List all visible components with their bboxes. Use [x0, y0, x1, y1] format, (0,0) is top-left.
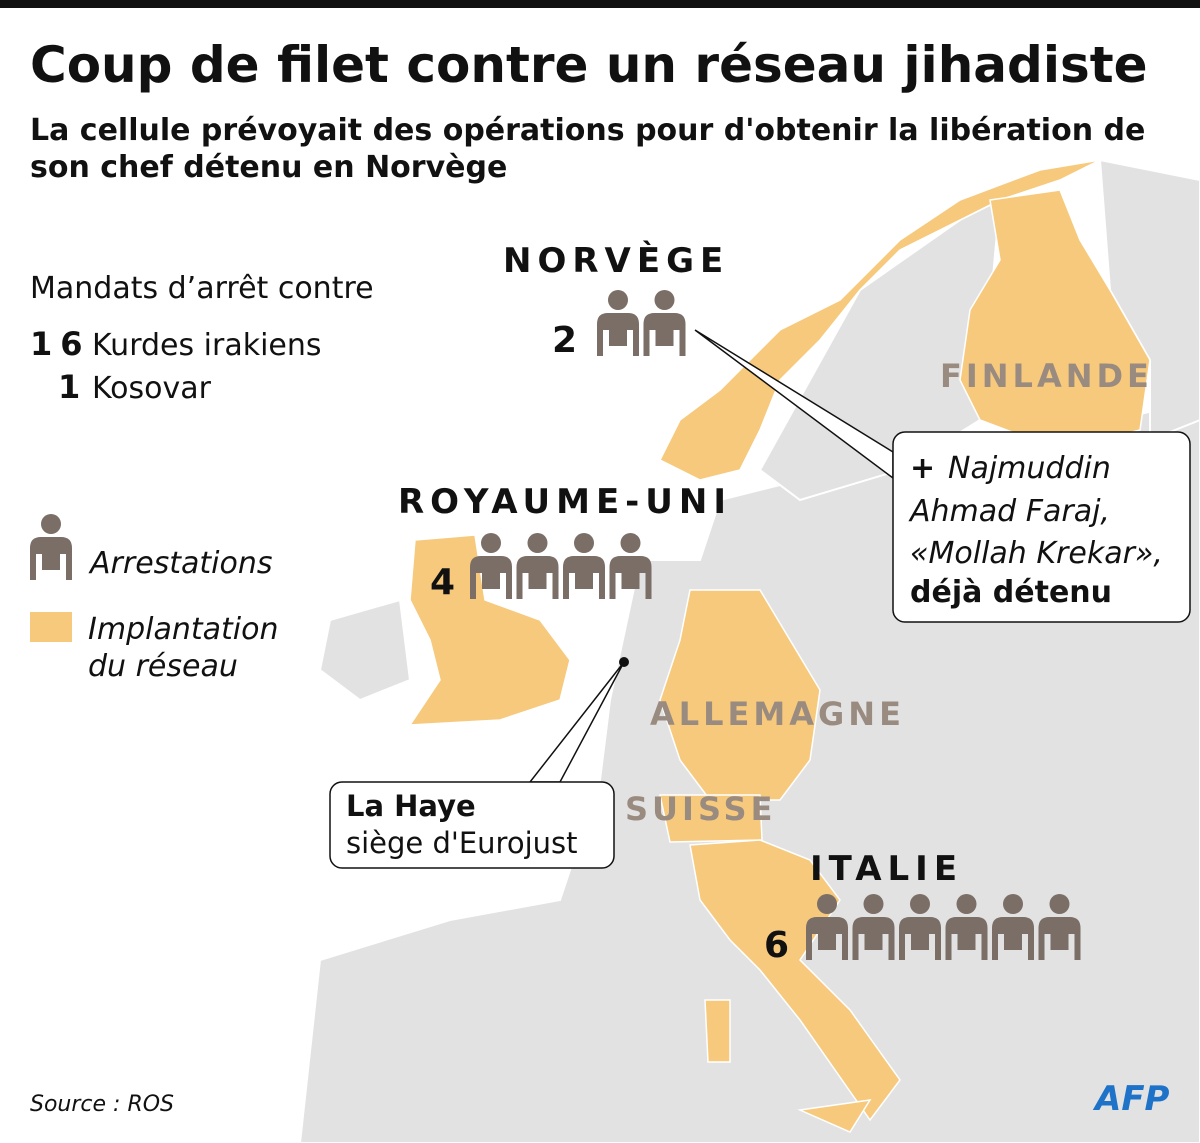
icon-head	[1049, 894, 1070, 914]
arrest-count: 6	[764, 925, 789, 966]
arrest-icon	[643, 290, 686, 356]
warrant-label: Kosovar	[92, 371, 212, 406]
callout-box	[892, 431, 1191, 623]
icon-head	[956, 894, 977, 914]
arrest-icon	[899, 894, 941, 960]
warrant-count: 16	[30, 325, 91, 363]
source: Source : ROS	[30, 1092, 174, 1117]
arrest-icon	[806, 894, 848, 960]
arrest-icon	[992, 894, 1034, 960]
callout-prefix: +	[910, 451, 935, 486]
icon-head	[863, 894, 884, 914]
icon-body	[1038, 917, 1081, 960]
icon-body	[852, 917, 895, 960]
icon-body	[30, 537, 72, 580]
norway	[658, 159, 1101, 481]
united-kingdom	[408, 534, 571, 726]
arrest-icon	[30, 514, 72, 580]
title: Coup de filet contre un réseau jihadiste	[30, 36, 1148, 94]
icon-body	[597, 313, 639, 356]
icon-head	[574, 533, 594, 553]
icon-head	[41, 514, 61, 534]
icon-head	[608, 290, 628, 310]
icon-head	[620, 533, 641, 553]
icon-body	[643, 313, 686, 356]
city-dot	[619, 657, 629, 667]
warrant-label: Kurdes irakiens	[92, 328, 322, 363]
map-label: FINLANDE	[940, 357, 1153, 395]
icon-head	[481, 533, 501, 553]
callout-name: Najmuddin	[948, 451, 1111, 486]
map-label: ALLEMAGNE	[650, 695, 905, 733]
legend-swatch	[30, 612, 72, 642]
icon-body	[899, 917, 941, 960]
map-label: SUISSE	[625, 790, 776, 828]
subtitle: son chef détenu en Norvège	[30, 150, 507, 185]
icon-head	[910, 894, 930, 914]
country-name: ROYAUME-UNI	[398, 482, 732, 522]
logo: AFP	[1092, 1079, 1170, 1119]
arrest-count: 2	[552, 320, 577, 361]
icon-body	[609, 556, 652, 599]
country-name: NORVÈGE	[503, 240, 729, 281]
icon-head	[817, 894, 837, 914]
icon-head	[654, 290, 675, 310]
arrest-icon	[516, 533, 559, 599]
top-bar	[0, 0, 1200, 8]
la-haye-callout: La Haye siège d'Eurojust	[329, 657, 629, 869]
subtitle: La cellule prévoyait des opérations pour…	[30, 113, 1145, 148]
icon-body	[563, 556, 605, 599]
sardinia	[704, 999, 731, 1063]
arrest-count: 4	[430, 562, 455, 603]
callout-box	[329, 781, 615, 869]
icon-body	[992, 917, 1034, 960]
arrest-icon	[852, 894, 895, 960]
germany	[659, 589, 821, 801]
legend-arrests: Arrestations	[88, 546, 273, 581]
callout-title: La Haye	[346, 789, 476, 823]
icon-body	[806, 917, 848, 960]
ireland	[318, 598, 412, 702]
arrest-icon	[1038, 894, 1081, 960]
arrest-icon	[945, 894, 988, 960]
icon-head	[527, 533, 548, 553]
arrest-icon	[609, 533, 652, 599]
italy	[689, 839, 901, 1122]
callout-name: Ahmad Faraj,	[908, 494, 1110, 529]
callout-text: siège d'Eurojust	[346, 826, 578, 860]
callout-note: déjà détenu	[910, 575, 1112, 610]
icon-head	[1003, 894, 1023, 914]
warrant-count: 1	[58, 368, 80, 406]
sicily	[797, 1099, 872, 1133]
arrest-groups: NORVÈGE 2 ROYAUME-UNI 4 ITALIE 6	[398, 240, 1081, 966]
arrest-icon	[563, 533, 605, 599]
icon-body	[516, 556, 559, 599]
callout-name: «Mollah Krekar»,	[910, 536, 1163, 571]
icon-body	[470, 556, 512, 599]
legend-arrest-icon	[30, 514, 72, 580]
legend-heading: Mandats d’arrêt contre	[30, 271, 374, 306]
arrest-icon	[597, 290, 639, 356]
arrest-icon	[470, 533, 512, 599]
legend-network: du réseau	[88, 649, 238, 684]
icon-body	[945, 917, 988, 960]
legend-network: Implantation	[88, 612, 278, 647]
country-name: ITALIE	[810, 849, 963, 889]
krekar-callout: + Najmuddin Ahmad Faraj, «Mollah Krekar»…	[694, 329, 1191, 623]
